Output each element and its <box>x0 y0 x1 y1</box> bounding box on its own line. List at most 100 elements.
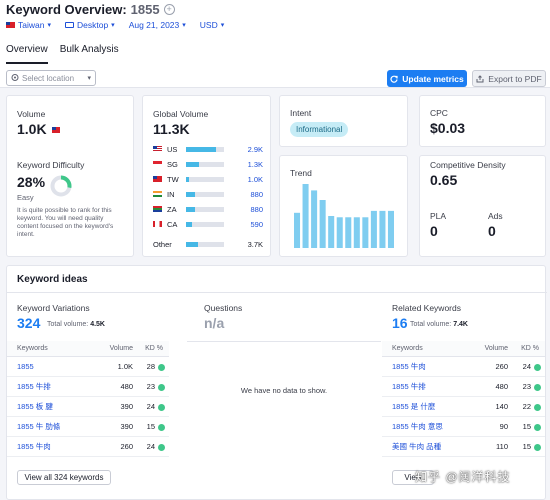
keyword-variations-count[interactable]: 324 <box>17 315 41 331</box>
kd-dot-icon <box>534 383 541 391</box>
keyword-kd: 23 <box>133 382 169 391</box>
country-volume[interactable]: 1.0K <box>247 174 263 184</box>
volume-bar <box>186 146 224 152</box>
col-volume: Volume <box>484 345 508 352</box>
kd-dot-icon <box>158 423 165 431</box>
volume-bar-fill <box>186 221 193 227</box>
in-flag-icon <box>153 191 162 197</box>
country-filter[interactable]: Taiwan ▾ <box>6 20 51 30</box>
difficulty-description: It is quite possible to rank for this ke… <box>17 207 113 240</box>
tab-overview[interactable]: Overview <box>6 44 48 64</box>
questions-empty-text: We have no data to show. <box>240 386 328 395</box>
kd-dot-icon <box>158 403 165 411</box>
difficulty-arc <box>50 175 72 197</box>
volume-bar-fill <box>186 161 200 167</box>
trend-bar <box>319 200 326 248</box>
keyword-link[interactable]: 1855 牛排 <box>17 382 51 391</box>
country-volume-row: IN 880 <box>153 189 263 199</box>
trend-bar <box>362 217 369 248</box>
export-pdf-button[interactable]: Export to PDF <box>472 70 546 87</box>
device-filter[interactable]: Desktop ▾ <box>64 20 115 30</box>
country-code: IN <box>167 189 175 199</box>
volume-bar-fill <box>186 206 196 212</box>
keyword-link[interactable]: 1855 板 腱 <box>17 402 53 411</box>
table-header: Keywords Volume KD % <box>382 341 545 357</box>
volume-bar <box>186 241 224 247</box>
table-row: 美國 牛肉 品種 110 15 <box>382 437 545 457</box>
keyword-kd: 15 <box>508 442 545 451</box>
country-volume-row: ZA 880 <box>153 204 263 214</box>
kd-value: 24 <box>146 402 155 411</box>
location-select[interactable]: Select location ▾ <box>6 70 96 86</box>
related-keywords-count[interactable]: 16 <box>392 315 408 331</box>
keyword-link[interactable]: 1855 牛肉 <box>392 362 426 371</box>
location-pin-icon <box>11 73 19 81</box>
keyword-kd: 15 <box>508 422 545 431</box>
total-volume-label: Total volume: <box>410 321 452 328</box>
keyword-ideas-title: Keyword ideas <box>17 274 88 285</box>
pla-label: PLA <box>430 211 447 221</box>
table-row: 1855 板 腱 390 24 <box>7 397 169 417</box>
related-keywords-title: Related Keywords <box>392 303 461 313</box>
chevron-down-icon: ▾ <box>87 75 91 82</box>
chevron-down-icon: ▾ <box>111 22 115 29</box>
keyword-variations-title: Keyword Variations <box>17 303 90 313</box>
location-placeholder: Select location <box>22 73 75 83</box>
trend-card: Trend <box>279 155 408 257</box>
global-volume-card: Global Volume 11.3K US 2.9K SG 1.3K TW 1… <box>142 95 271 257</box>
divider <box>7 292 547 293</box>
country-volume[interactable]: 880 <box>250 204 263 214</box>
country-volume-row: TW 1.0K <box>153 174 263 184</box>
view-all-variations-button[interactable]: View all 324 keywords <box>17 470 111 485</box>
keyword-link[interactable]: 1855 <box>17 362 34 371</box>
country-volume[interactable]: 880 <box>250 189 263 199</box>
questions-title: Questions <box>204 303 243 313</box>
za-flag-icon <box>153 206 162 212</box>
difficulty-donut <box>50 175 72 197</box>
device-label: Desktop <box>76 20 109 30</box>
volume-bar-fill <box>186 241 199 247</box>
keyword-link[interactable]: 1855 牛肉 <box>17 442 51 451</box>
keyword-volume: 140 <box>495 402 508 411</box>
keyword-link[interactable]: 1855 是 什麼 <box>392 402 436 411</box>
currency-filter[interactable]: USD ▾ <box>200 20 224 30</box>
watermark: 知乎 @阔洋科技 <box>415 470 511 484</box>
trend-bar <box>387 210 394 248</box>
update-metrics-button[interactable]: Update metrics <box>387 70 467 87</box>
table-row: 1855 1.0K 28 <box>7 357 169 377</box>
keyword-kd: 28 <box>133 362 169 371</box>
keyword-volume: 90 <box>499 422 508 431</box>
volume-bar <box>186 191 224 197</box>
competitive-density-label: Competitive Density <box>430 160 506 170</box>
view-all-related-button[interactable]: View <box>392 470 434 485</box>
kd-dot-icon <box>534 423 541 431</box>
table-row: 1855 牛排 480 23 <box>382 377 545 397</box>
volume-difficulty-card: Volume 1.0K Keyword Difficulty 28% Easy … <box>6 95 134 257</box>
keyword-volume: 260 <box>120 442 133 451</box>
volume-bar <box>186 161 224 167</box>
chevron-down-icon: ▾ <box>220 22 225 29</box>
country-volume[interactable]: 1.3K <box>247 159 263 169</box>
global-volume-label: Global Volume <box>153 109 209 119</box>
keyword-link[interactable]: 1855 牛肉 意思 <box>392 422 443 431</box>
keyword-link[interactable]: 美國 牛肉 品種 <box>392 442 442 451</box>
global-volume-value: 11.3K <box>153 121 190 137</box>
volume-bar-fill <box>186 176 190 182</box>
tab-bulk-analysis[interactable]: Bulk Analysis <box>59 44 119 55</box>
keyword-link[interactable]: 1855 牛排 <box>392 382 426 391</box>
table-header: Keywords Volume KD % <box>7 341 169 357</box>
keyword-difficulty-label: Keyword Difficulty <box>17 160 85 170</box>
description-line: keyword. You will need quality <box>17 215 104 223</box>
pla-value: 0 <box>430 223 438 239</box>
country-volume[interactable]: 2.9K <box>247 144 263 154</box>
keyword-volume: 110 <box>496 442 508 451</box>
add-to-list-icon[interactable]: + <box>163 4 175 15</box>
date-filter[interactable]: Aug 21, 2023 ▾ <box>129 20 186 30</box>
other-volume-row: Other 3.7K <box>153 239 263 249</box>
country-volume[interactable]: 590 <box>250 219 263 229</box>
keyword-link[interactable]: 1855 牛 肋條 <box>17 422 61 431</box>
country-volume-row: SG 1.3K <box>153 159 263 169</box>
keyword-kd: 24 <box>133 442 169 451</box>
competitive-density-value: 0.65 <box>430 172 458 188</box>
us-flag-icon <box>153 146 162 152</box>
